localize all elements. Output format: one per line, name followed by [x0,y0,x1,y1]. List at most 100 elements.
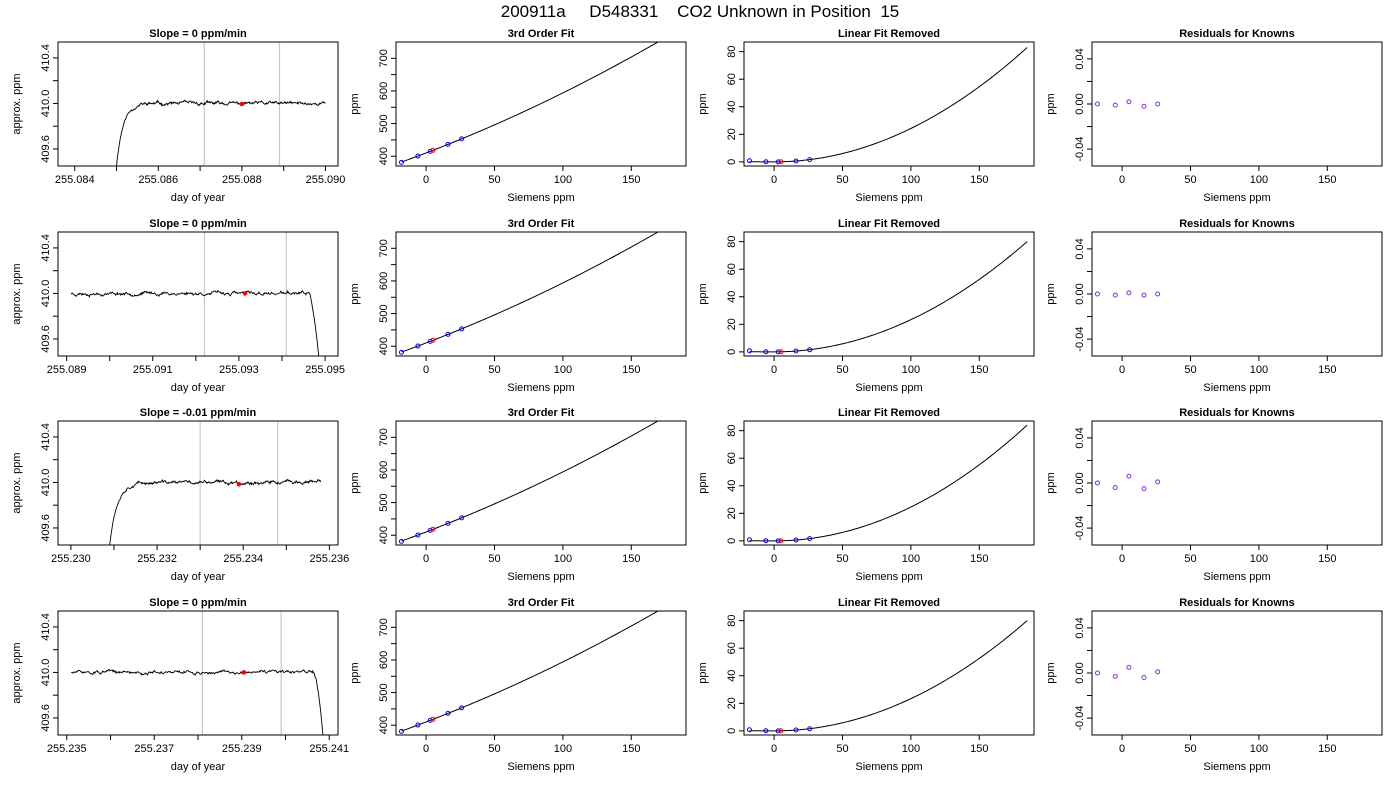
x-tick-label: 50 [488,364,500,376]
x-tick-label: 0 [1119,364,1125,376]
y-axis-label: ppm [349,472,361,493]
unknown-point [778,728,784,734]
x-tick-label: 0 [771,553,777,565]
x-tick-label: 150 [1318,553,1336,565]
x-tick-label: 100 [902,553,920,565]
y-tick-label: 0.00 [1074,662,1086,683]
y-tick-label: 410.0 [40,469,52,497]
x-tick-label: 255.236 [310,553,350,565]
x-tick-label: 50 [488,743,500,755]
y-tick-label: 60 [726,642,738,654]
panel-2-time-series: Slope = 0 ppm/min 255.089 255.091 255.093 25… [11,218,345,394]
known-point [445,141,451,147]
data-layer [1094,473,1161,492]
x-axis-label: Siemens ppm [855,192,922,204]
y-tick-label: 0.04 [1074,617,1086,638]
x-axis-label: Siemens ppm [855,571,922,583]
plot-frame [395,41,687,167]
panel-title: Slope = 0 ppm/min [149,218,247,230]
y-tick-label: 0 [726,538,738,544]
known-point [763,349,769,355]
y-tick-label: 410.4 [40,44,52,72]
x-tick-label: 50 [836,174,848,186]
x-tick-label: 0 [771,364,777,376]
known-point [427,527,433,533]
residual-point [1112,102,1118,108]
plot-frame [57,231,339,357]
y-axis-label: ppm [1045,93,1057,114]
residual-point [1155,669,1161,675]
unknown-marker [239,101,245,107]
residual-point [1155,291,1161,297]
panel-2-fit: 3rd Order Fit 0 50 100 150 400 500 600 700 Siemen… [349,218,687,394]
y-axis-label: approx. ppm [11,263,23,324]
y-axis-label: ppm [349,283,361,304]
x-tick-label: 150 [622,364,640,376]
y-tick-label: 700 [378,618,390,636]
y-axis-label: approx. ppm [11,642,23,703]
residual-point [1155,479,1161,485]
known-point [459,326,465,332]
x-tick-label: 255.095 [305,364,345,376]
residual-point [1094,291,1100,297]
data-layer [1094,290,1161,298]
known-point [807,536,813,542]
x-tick-label: 255.090 [306,174,346,186]
curvature-curve [749,424,1028,542]
y-tick-label: 409.6 [40,704,52,732]
y-tick-label: 410.4 [40,234,52,262]
y-axis-label: ppm [349,662,361,683]
y-tick-label: 40 [726,101,738,113]
known-point [775,538,781,544]
fit-curve [401,611,659,732]
y-tick-label: 0.04 [1074,238,1086,259]
y-tick-label: 20 [726,697,738,709]
panel-title: Slope = 0 ppm/min [149,28,247,40]
x-tick-label: 50 [1184,553,1196,565]
known-point [775,159,781,165]
known-point [415,153,421,159]
unknown-marker [242,291,248,296]
y-tick-label: 80 [726,425,738,437]
y-tick-label: -0.04 [1074,137,1086,162]
x-tick-label: 50 [1184,364,1196,376]
x-tick-label: 0 [423,174,429,186]
residual-point [1141,103,1147,109]
x-tick-label: 150 [970,553,988,565]
known-point [793,537,799,543]
x-tick-label: 0 [1119,743,1125,755]
panel-title: Slope = -0.01 ppm/min [140,407,257,419]
panel-title: Residuals for Knowns [1179,597,1295,609]
residual-point [1126,473,1132,479]
x-tick-label: 50 [836,364,848,376]
known-point [763,538,769,544]
known-point [459,705,465,711]
x-tick-label: 255.237 [134,743,174,755]
data-layer [109,478,322,545]
y-tick-label: 20 [726,128,738,140]
y-tick-label: 700 [378,428,390,446]
y-tick-label: 0.00 [1074,472,1086,493]
trace-line [71,668,324,735]
x-tick-label: 150 [1318,364,1336,376]
x-tick-label: 255.239 [222,743,262,755]
unknown-point [430,147,436,153]
panel-title: Linear Fit Removed [838,28,940,40]
y-tick-label: 80 [726,236,738,248]
plot-frame [395,610,687,736]
known-point [807,726,813,732]
known-point [427,717,433,723]
panel-title: 3rd Order Fit [508,218,575,230]
panel-title: 3rd Order Fit [508,407,575,419]
x-tick-label: 150 [1318,174,1336,186]
unknown-point [430,526,436,532]
residual-point [1112,292,1118,298]
plot-frame [1091,41,1383,167]
y-tick-label: 400 [378,526,390,544]
known-point [793,727,799,733]
y-tick-label: 500 [378,493,390,511]
y-tick-label: -0.04 [1074,706,1086,731]
known-point [415,343,421,349]
y-tick-label: 409.6 [40,135,52,163]
y-tick-label: 409.6 [40,514,52,542]
